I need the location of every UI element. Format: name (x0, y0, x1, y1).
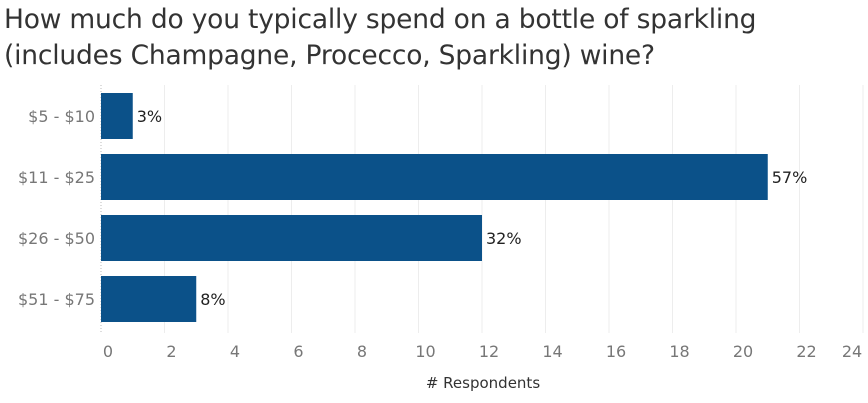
bar (101, 154, 768, 200)
x-tick-label: 4 (230, 342, 240, 361)
x-tick-label: 8 (357, 342, 367, 361)
x-tick-label: 6 (293, 342, 303, 361)
x-tick-label: 0 (103, 342, 113, 361)
x-tick-label: 18 (669, 342, 689, 361)
data-label: 3% (137, 107, 162, 126)
category-label: $51 - $75 (18, 290, 95, 309)
x-tick-label: 2 (166, 342, 176, 361)
x-tick-label: 10 (415, 342, 435, 361)
x-tick-label: 12 (479, 342, 499, 361)
bar (101, 215, 482, 261)
data-label: 57% (772, 168, 808, 187)
x-tick-label: 22 (796, 342, 816, 361)
x-tick-label: 16 (606, 342, 626, 361)
x-tick-label: 24 (842, 342, 862, 361)
category-label: $26 - $50 (18, 229, 95, 248)
category-label: $5 - $10 (28, 107, 95, 126)
x-tick-label: 20 (733, 342, 753, 361)
data-label: 8% (200, 290, 225, 309)
x-axis-title: # Respondents (426, 374, 540, 392)
bar (101, 276, 197, 322)
bar (101, 93, 133, 139)
category-label: $11 - $25 (18, 168, 95, 187)
chart-title: How much do you typically spend on a bot… (4, 4, 757, 71)
data-label: 32% (486, 229, 522, 248)
x-tick-label: 14 (542, 342, 562, 361)
